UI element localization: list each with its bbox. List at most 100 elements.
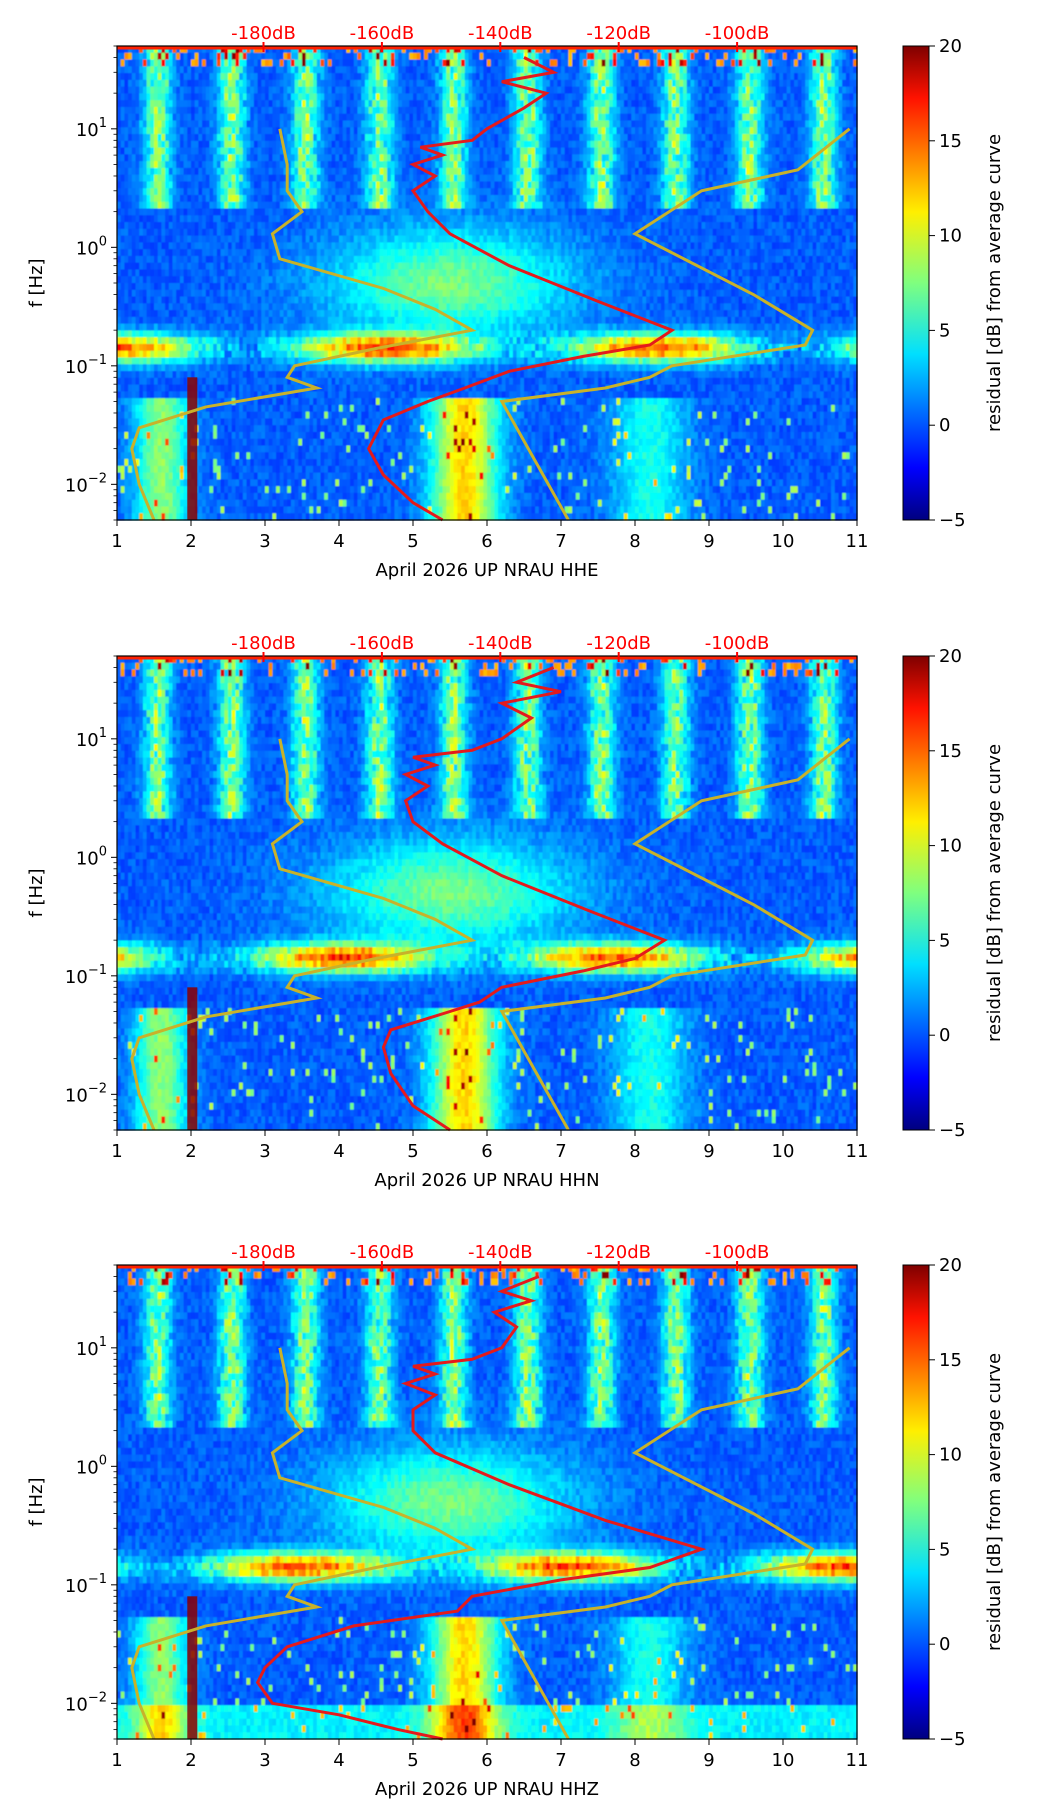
x-axis-label: April 2026 UP NRAU HHE — [375, 560, 598, 581]
colorbar-tick-label: 0 — [939, 1634, 950, 1655]
high-noise-model-line — [499, 737, 851, 1131]
colorbar-tick-label: 20 — [939, 1255, 962, 1276]
colorbar: 20 15 10 5 0 −5 residual [dB] from average cur… — [902, 646, 1005, 1141]
average-curve-line — [381, 666, 668, 1132]
colorbar-tick-label: 15 — [939, 131, 962, 152]
x-tick-label: 4 — [333, 1141, 344, 1162]
x-tick-label: 7 — [555, 1750, 566, 1771]
y-tick-base: 10 — [65, 1694, 88, 1715]
y-tick-exponent: −2 — [88, 471, 107, 486]
y-tick-exponent: 1 — [99, 1335, 107, 1350]
y-tick-label: 10−1 — [65, 353, 107, 378]
x-tick-label: 9 — [703, 1141, 714, 1162]
db-tick-label: -160dB — [350, 23, 415, 44]
db-tick-label: -180dB — [231, 23, 296, 44]
colorbar-tick-label: −5 — [939, 1729, 966, 1750]
y-tick-exponent: −1 — [88, 353, 107, 368]
event-streak — [187, 377, 198, 520]
y-tick-base: 10 — [76, 238, 99, 259]
x-tick-label: 11 — [846, 531, 869, 552]
db-tick-label: -120dB — [586, 1242, 651, 1263]
spectrogram — [117, 1265, 858, 1740]
x-tick-label: 1 — [111, 1750, 122, 1771]
y-tick-label: 100 — [76, 234, 107, 259]
x-tick-label: 5 — [407, 1141, 418, 1162]
x-tick-label: 10 — [772, 1750, 795, 1771]
db-tick-label: -160dB — [350, 1242, 415, 1263]
db-tick-label: -180dB — [231, 1242, 296, 1263]
high-noise-model-line — [499, 1346, 851, 1740]
y-tick-base: 10 — [65, 967, 88, 988]
x-tick-label: 8 — [629, 531, 640, 552]
colorbar-tick-label: 20 — [939, 646, 962, 667]
y-tick-exponent: 0 — [99, 234, 107, 249]
low-noise-model-line — [130, 128, 477, 521]
db-tick-label: -160dB — [350, 633, 415, 654]
db-tick-label: -140dB — [468, 633, 533, 654]
colorbar-gradient — [902, 655, 930, 1131]
x-tick-label: 2 — [185, 531, 196, 552]
x-tick-label: 1 — [111, 531, 122, 552]
y-tick-base: 10 — [76, 1339, 99, 1360]
y-tick-base: 10 — [65, 1085, 88, 1106]
y-axis-label: f [Hz] — [26, 258, 47, 307]
colorbar-gradient — [902, 45, 930, 521]
colorbar-tick-label: −5 — [939, 1120, 966, 1141]
average-curve-line — [366, 56, 676, 522]
y-tick-label: 10−1 — [65, 1572, 107, 1597]
db-tick-label: -140dB — [468, 1242, 533, 1263]
y-tick-label: 10−2 — [65, 1081, 107, 1106]
colorbar-tick-label: 0 — [939, 1025, 950, 1046]
colorbar-tick-label: 5 — [939, 320, 950, 341]
x-tick-label: 2 — [185, 1750, 196, 1771]
y-tick-base: 10 — [65, 357, 88, 378]
x-tick-label: 1 — [111, 1141, 122, 1162]
average-curve-line — [255, 1275, 707, 1741]
y-tick-exponent: 1 — [99, 116, 107, 131]
y-tick-exponent: −1 — [88, 963, 107, 978]
low-noise-model-line — [130, 1347, 477, 1740]
x-tick-label: 7 — [555, 1141, 566, 1162]
x-tick-label: 7 — [555, 531, 566, 552]
high-noise-model-line — [499, 127, 851, 521]
y-tick-label: 101 — [76, 1335, 107, 1360]
colorbar: 20 15 10 5 0 −5 residual [dB] from average cur… — [902, 36, 1005, 531]
event-streak — [187, 987, 198, 1130]
x-tick-label: 9 — [703, 531, 714, 552]
y-tick-exponent: 0 — [99, 1453, 107, 1468]
spectrogram — [117, 46, 858, 521]
x-tick-label: 6 — [481, 531, 492, 552]
x-tick-label: 4 — [333, 531, 344, 552]
y-tick-label: 100 — [76, 844, 107, 869]
colorbar-tick-label: 15 — [939, 741, 962, 762]
db-tick-label: -120dB — [586, 633, 651, 654]
x-tick-label: 5 — [407, 531, 418, 552]
colorbar-tick-label: 0 — [939, 415, 950, 436]
y-tick-base: 10 — [76, 1457, 99, 1478]
colorbar-tick-label: 10 — [939, 226, 962, 247]
x-tick-label: 10 — [772, 1141, 795, 1162]
y-axis-label: f [Hz] — [26, 868, 47, 917]
y-tick-label: 10−2 — [65, 1690, 107, 1715]
colorbar-tick-label: 5 — [939, 1539, 950, 1560]
db-tick-label: -100dB — [705, 1242, 770, 1263]
x-tick-label: 4 — [333, 1750, 344, 1771]
y-tick-exponent: 1 — [99, 726, 107, 741]
x-tick-label: 3 — [259, 1141, 270, 1162]
y-tick-base: 10 — [65, 475, 88, 496]
y-axis-label: f [Hz] — [26, 1477, 47, 1526]
x-tick-label: 8 — [629, 1141, 640, 1162]
colorbar-label: residual [dB] from average curve — [984, 134, 1005, 432]
x-tick-label: 6 — [481, 1141, 492, 1162]
colorbar-tick-label: 10 — [939, 836, 962, 857]
db-tick-label: -100dB — [705, 23, 770, 44]
db-tick-label: -120dB — [586, 23, 651, 44]
y-tick-exponent: −2 — [88, 1081, 107, 1096]
colorbar-tick-label: 20 — [939, 36, 962, 57]
x-tick-label: 5 — [407, 1750, 418, 1771]
y-tick-base: 10 — [65, 1576, 88, 1597]
colorbar-label: residual [dB] from average curve — [984, 1353, 1005, 1651]
y-tick-label: 101 — [76, 116, 107, 141]
